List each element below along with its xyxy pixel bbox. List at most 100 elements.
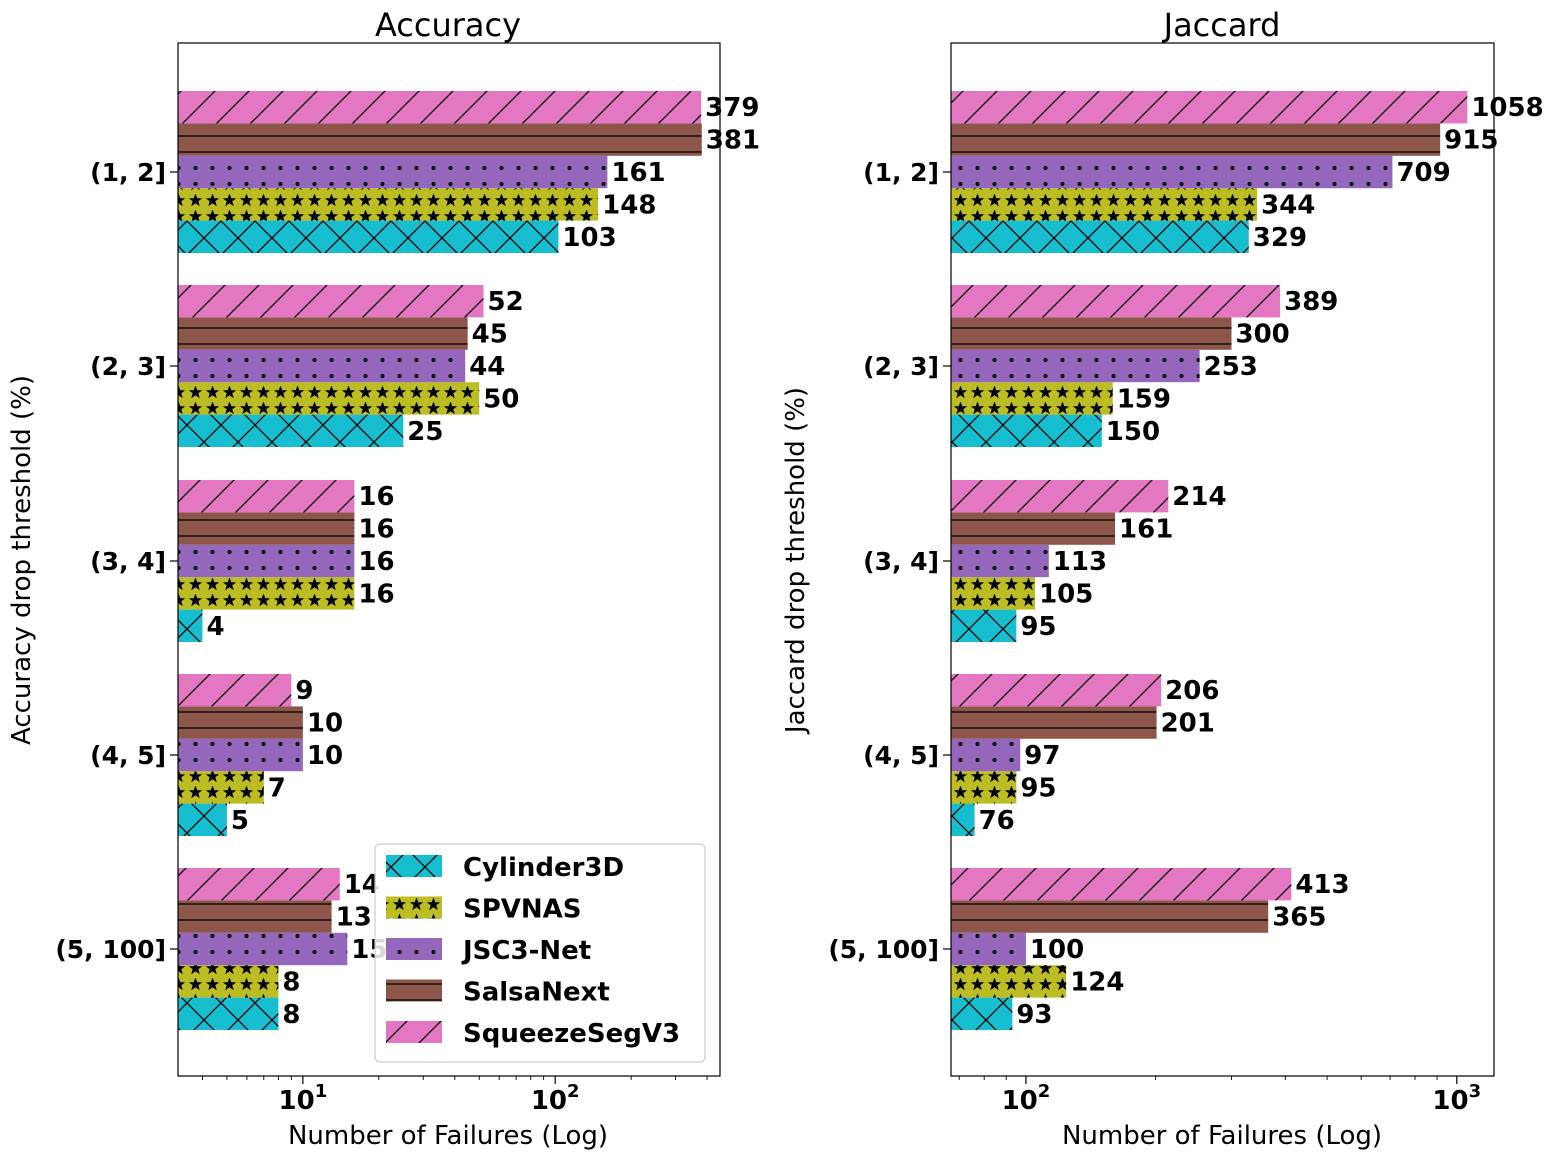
bar bbox=[178, 803, 227, 836]
bar bbox=[178, 382, 480, 415]
bar bbox=[951, 577, 1036, 610]
category-label: (5, 100] bbox=[55, 935, 166, 964]
bar bbox=[178, 932, 348, 966]
bar bbox=[951, 997, 1013, 1030]
bar bbox=[951, 123, 1441, 156]
x-axis-label: Number of Failures (Log) bbox=[288, 1121, 608, 1151]
bar bbox=[178, 512, 355, 545]
bar bbox=[951, 512, 1116, 545]
data-label: 10 bbox=[307, 741, 343, 771]
bar bbox=[178, 480, 355, 513]
bar bbox=[951, 382, 1113, 415]
data-label: 97 bbox=[1024, 741, 1060, 771]
legend-label: SqueezeSegV3 bbox=[463, 1019, 680, 1049]
data-label: 148 bbox=[602, 190, 656, 220]
x-axis-label: Number of Failures (Log) bbox=[1062, 1121, 1382, 1151]
category-label: (4, 5] bbox=[863, 741, 939, 770]
data-label: 381 bbox=[706, 126, 760, 156]
bar bbox=[951, 480, 1169, 513]
data-label: 5 bbox=[231, 806, 249, 836]
bar bbox=[178, 706, 303, 739]
chart-title: Jaccard bbox=[1162, 6, 1281, 44]
data-label: 344 bbox=[1261, 190, 1315, 220]
x-tick-label: 102 bbox=[1002, 1081, 1051, 1116]
bar bbox=[951, 155, 1393, 189]
legend-label: Cylinder3D bbox=[463, 853, 624, 883]
y-axis-label: Jaccard drop threshold (%) bbox=[781, 387, 811, 735]
category-label: (3, 4] bbox=[90, 547, 166, 576]
bar bbox=[951, 738, 1021, 772]
data-label: 709 bbox=[1396, 158, 1450, 188]
legend-label: JSC3-Net bbox=[461, 936, 591, 966]
category-labels: (1, 2] (2, 3] (3, 4] (4, 5] (5, 100] bbox=[828, 158, 951, 964]
bar bbox=[951, 188, 1258, 221]
category-labels: (1, 2] (2, 3] (3, 4] (4, 5] (5, 100] bbox=[55, 158, 178, 964]
category-label: (2, 3] bbox=[90, 352, 166, 381]
data-label: 113 bbox=[1053, 547, 1107, 577]
bar bbox=[178, 155, 608, 189]
data-label: 389 bbox=[1284, 287, 1338, 317]
chart-title: Accuracy bbox=[375, 6, 521, 44]
data-label: 9 bbox=[295, 676, 313, 706]
bar bbox=[951, 771, 1017, 804]
plot-frame bbox=[177, 42, 721, 1077]
bar bbox=[178, 997, 279, 1030]
data-label: 103 bbox=[562, 223, 616, 253]
data-label: 95 bbox=[1020, 773, 1056, 803]
bar bbox=[178, 738, 303, 772]
bar bbox=[951, 544, 1049, 578]
data-label: 16 bbox=[358, 547, 394, 577]
bar bbox=[951, 932, 1026, 966]
data-label: 8 bbox=[282, 1000, 300, 1030]
bar bbox=[178, 577, 355, 610]
category-label: (4, 5] bbox=[90, 741, 166, 770]
data-label: 16 bbox=[358, 482, 394, 512]
bar bbox=[951, 349, 1200, 383]
data-label: 379 bbox=[705, 93, 759, 123]
data-label: 124 bbox=[1070, 967, 1124, 997]
data-label: 161 bbox=[1119, 515, 1173, 545]
legend-swatch bbox=[386, 938, 442, 960]
x-tick-label: 102 bbox=[531, 1081, 580, 1116]
x-ticks: 101 102 bbox=[202, 1076, 708, 1116]
bar bbox=[178, 414, 404, 447]
bar bbox=[178, 317, 468, 350]
bar bbox=[951, 706, 1157, 739]
bar bbox=[178, 771, 264, 804]
bar bbox=[178, 285, 484, 318]
legend-swatch bbox=[386, 979, 442, 1002]
legend-label: SPVNAS bbox=[463, 895, 582, 925]
bar bbox=[178, 220, 559, 253]
bar bbox=[178, 868, 340, 901]
bar bbox=[178, 349, 466, 383]
data-label: 159 bbox=[1117, 384, 1171, 414]
data-label: 52 bbox=[488, 287, 524, 317]
bar bbox=[951, 414, 1102, 447]
bar bbox=[951, 91, 1468, 124]
bar bbox=[178, 544, 355, 578]
legend-swatch bbox=[386, 1021, 442, 1043]
plot-frame bbox=[950, 42, 1495, 1077]
data-label: 16 bbox=[358, 579, 394, 609]
data-label: 13 bbox=[336, 903, 372, 933]
category-label: (1, 2] bbox=[90, 158, 166, 187]
bar bbox=[178, 91, 702, 124]
data-label: 161 bbox=[611, 158, 665, 188]
data-label: 915 bbox=[1444, 126, 1498, 156]
legend-swatch bbox=[386, 896, 442, 919]
data-label: 214 bbox=[1172, 482, 1226, 512]
data-label: 10 bbox=[307, 709, 343, 739]
bar bbox=[951, 803, 975, 836]
x-tick-label: 101 bbox=[279, 1081, 328, 1116]
y-axis-label: Accuracy drop threshold (%) bbox=[7, 375, 37, 745]
data-label: 8 bbox=[282, 967, 300, 997]
data-label: 25 bbox=[407, 417, 443, 447]
bars-group: 1031481613813792550444552416161616571010… bbox=[178, 91, 760, 1030]
data-label: 4 bbox=[206, 612, 224, 642]
data-label: 95 bbox=[1020, 612, 1056, 642]
bar bbox=[951, 868, 1292, 901]
data-label: 50 bbox=[483, 384, 519, 414]
bar bbox=[178, 900, 332, 933]
